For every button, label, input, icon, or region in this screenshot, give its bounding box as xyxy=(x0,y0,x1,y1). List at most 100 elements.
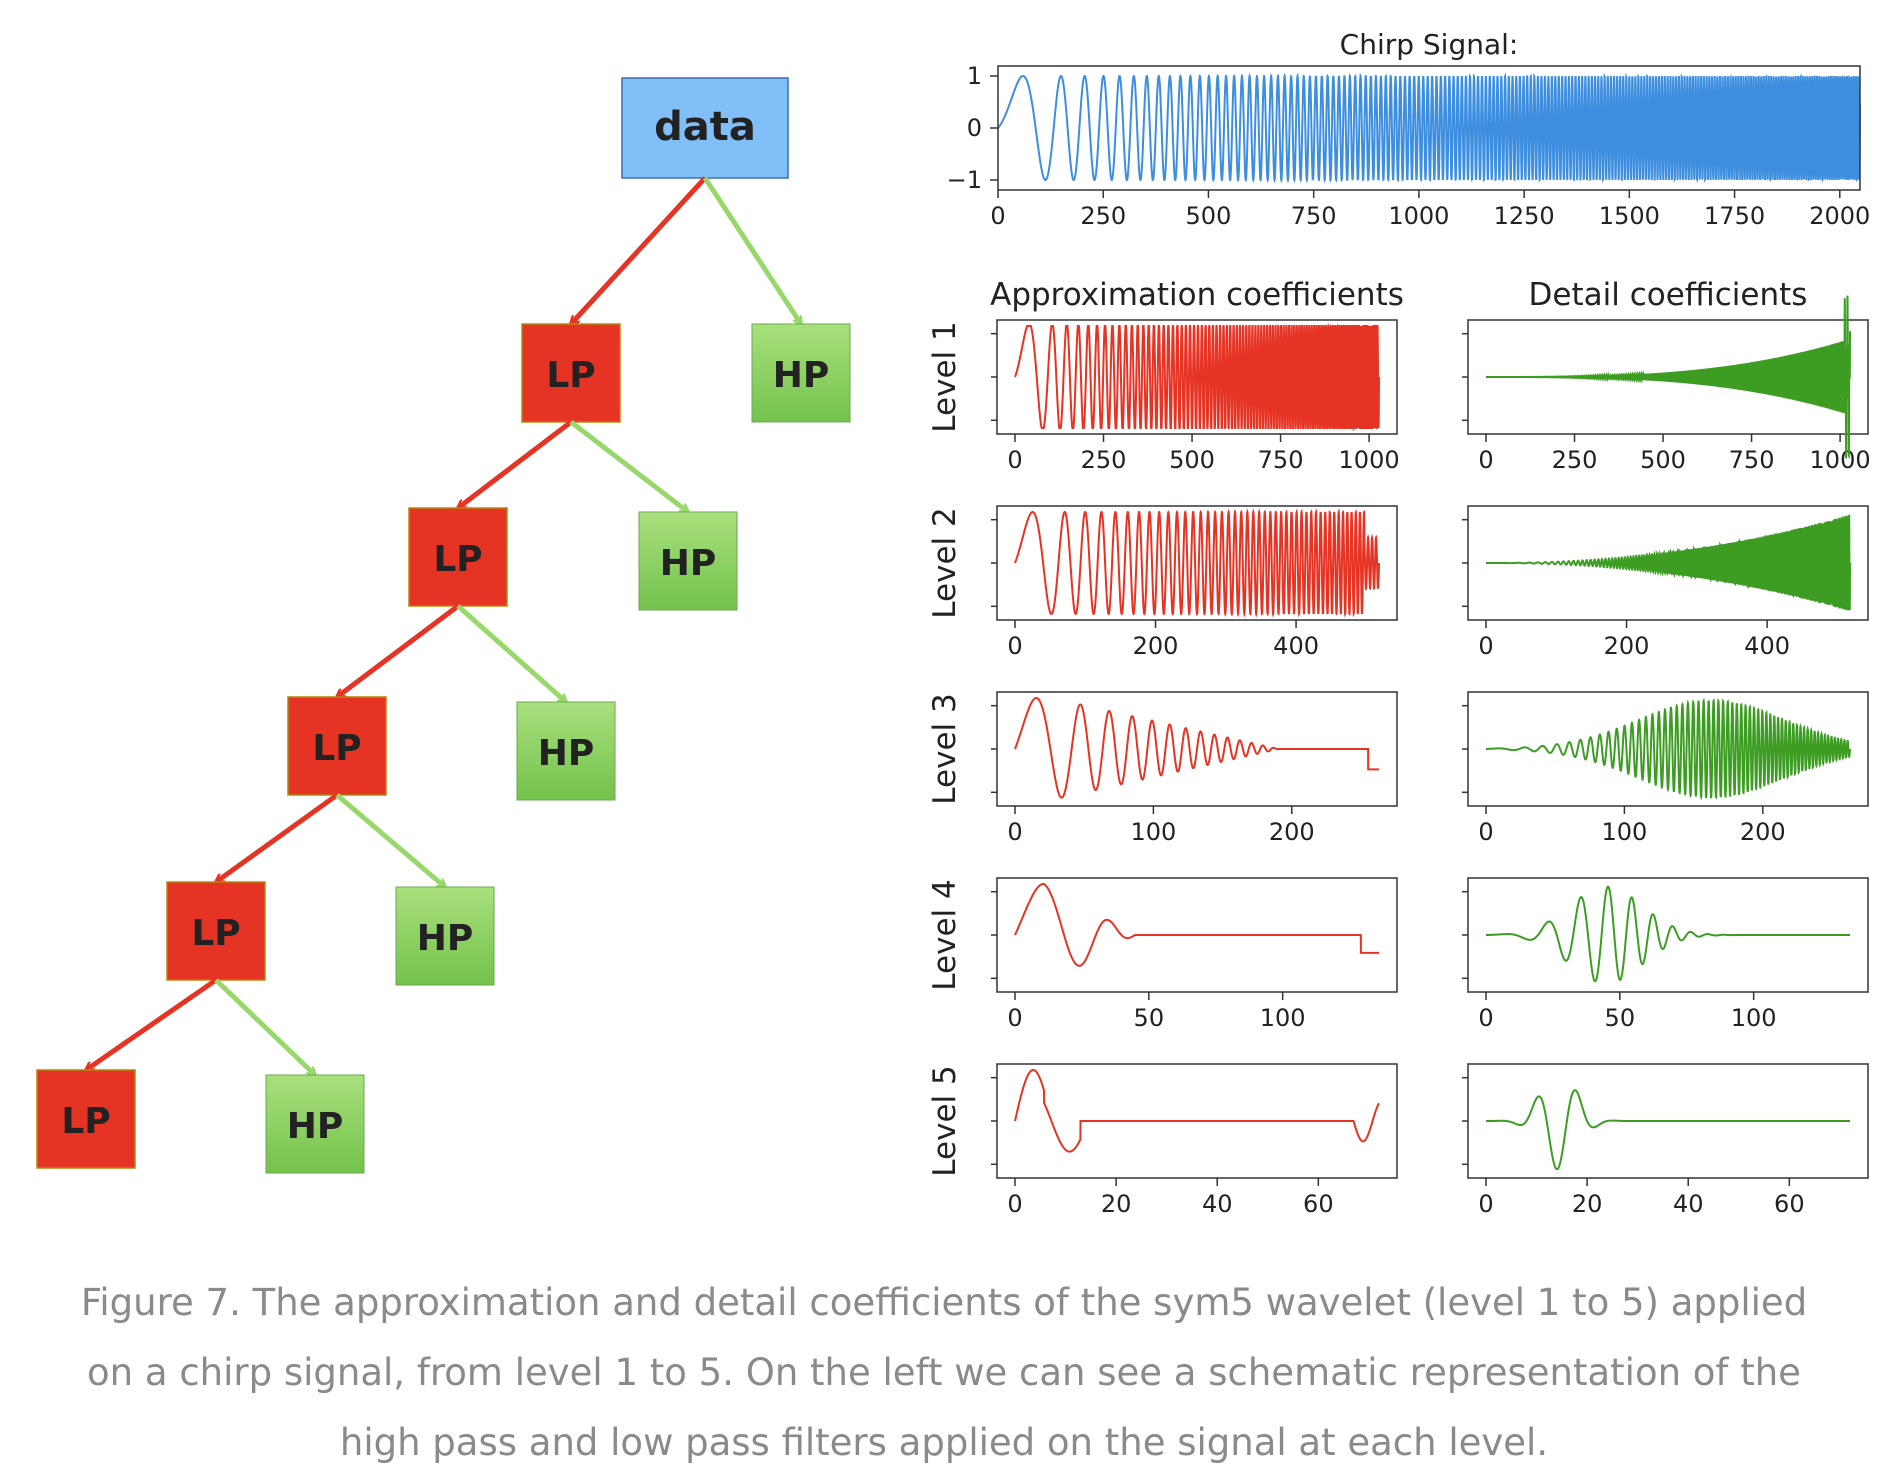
figure-caption: Figure 7. The approximation and detail c… xyxy=(80,1281,1808,1464)
detail-level-xtick-label: 40 xyxy=(1673,1190,1704,1218)
chirp-ytick-label: 0 xyxy=(967,114,982,142)
chirp-xtick-label: 1000 xyxy=(1388,202,1449,230)
lp-arrow xyxy=(86,977,218,1073)
hp-node xyxy=(395,886,495,986)
approx-level-xtick-label: 0 xyxy=(1007,632,1022,660)
hp-node-label: HP xyxy=(417,918,474,959)
detail-series-line xyxy=(1486,295,1851,460)
detail-level-xtick-label: 400 xyxy=(1744,632,1790,660)
detail-level-xtick-label: 100 xyxy=(1601,818,1647,846)
hp-node xyxy=(751,323,851,423)
lp-node-label: LP xyxy=(312,728,361,769)
lp-node xyxy=(166,881,266,981)
detail-level-xtick-label: 100 xyxy=(1731,1004,1777,1032)
detail-series-line xyxy=(1486,514,1851,611)
detail-level-xtick-label: 0 xyxy=(1478,1190,1493,1218)
chirp-xtick-label: 1500 xyxy=(1599,202,1660,230)
chirp-xtick-label: 750 xyxy=(1291,202,1337,230)
hp-node xyxy=(638,511,738,611)
detail-level-xtick-label: 0 xyxy=(1478,1004,1493,1032)
approx-level-xtick-label: 250 xyxy=(1081,446,1127,474)
detail-level-xtick-label: 1000 xyxy=(1810,446,1871,474)
chirp-xtick-label: 250 xyxy=(1080,202,1126,230)
filter-tree-diagram: data LP HP LP HP LP HP LP HP LP HP xyxy=(36,77,851,1174)
approx-level-xtick-label: 200 xyxy=(1269,818,1315,846)
approx-level-xtick-label: 500 xyxy=(1169,446,1215,474)
detail-column-title: Detail coefficients xyxy=(1529,277,1808,313)
hp-node-label: HP xyxy=(287,1106,344,1147)
chirp-title: Chirp Signal: xyxy=(1340,28,1519,61)
approx-series-line xyxy=(1014,508,1380,618)
detail-level-xtick-label: 0 xyxy=(1478,446,1493,474)
chirp-signal-plot: Chirp Signal: 0 250 500 750 1000 1250 1500 1750 2… xyxy=(947,28,1871,230)
hp-arrow xyxy=(214,978,315,1075)
chirp-xtick-label: 500 xyxy=(1186,202,1232,230)
detail-level-xtick-label: 200 xyxy=(1604,632,1650,660)
lp-node xyxy=(36,1069,136,1169)
lp-node-label: LP xyxy=(61,1101,110,1142)
detail-series-line xyxy=(1486,1089,1850,1171)
level-label: Level 3 xyxy=(927,693,963,804)
hp-node-label: HP xyxy=(538,733,595,774)
hp-node-label: HP xyxy=(773,355,830,396)
detail-level-xtick-label: 200 xyxy=(1740,818,1786,846)
hp-node xyxy=(265,1074,365,1174)
approx-level-xtick-label: 100 xyxy=(1260,1004,1306,1032)
chirp-xtick-label: 1750 xyxy=(1704,202,1765,230)
detail-level-xtick-label: 750 xyxy=(1729,446,1775,474)
approx-series-line xyxy=(1014,1069,1380,1153)
detail-level-xtick-label: 50 xyxy=(1605,1004,1636,1032)
approx-level-xtick-label: 400 xyxy=(1273,632,1319,660)
detail-level-xtick-label: 500 xyxy=(1640,446,1686,474)
lp-node xyxy=(521,323,621,423)
lp-arrow xyxy=(216,792,339,885)
approx-level-xtick-label: 60 xyxy=(1303,1190,1334,1218)
approx-level-xtick-label: 0 xyxy=(1007,818,1022,846)
approx-level-xtick-label: 200 xyxy=(1133,632,1179,660)
detail-level-xtick-label: 20 xyxy=(1572,1190,1603,1218)
data-node-label: data xyxy=(654,104,756,150)
coefficient-plots: Approximation coefficients Detail coeffic… xyxy=(927,277,1871,1218)
chirp-xtick-label: 2000 xyxy=(1809,202,1870,230)
detail-level-xtick-label: 0 xyxy=(1478,818,1493,846)
lp-node xyxy=(287,696,387,796)
detail-level-xtick-label: 0 xyxy=(1478,632,1493,660)
approx-level-xtick-label: 0 xyxy=(1007,1004,1022,1032)
approx-column-title: Approximation coefficients xyxy=(990,277,1404,313)
approx-level-xtick-label: 20 xyxy=(1101,1190,1132,1218)
approx-level-xtick-label: 40 xyxy=(1202,1190,1233,1218)
hp-arrow xyxy=(335,793,445,887)
detail-series-line xyxy=(1486,885,1850,983)
data-node xyxy=(621,77,789,179)
approx-level-xtick-label: 100 xyxy=(1130,818,1176,846)
approx-level-xtick-label: 750 xyxy=(1258,446,1304,474)
hp-arrow xyxy=(456,604,566,702)
lp-node-label: LP xyxy=(191,913,240,954)
approx-level-xtick-label: 0 xyxy=(1007,1190,1022,1218)
lp-node-label: LP xyxy=(433,539,482,580)
level-label: Level 4 xyxy=(927,879,963,990)
hp-node-label: HP xyxy=(660,543,717,584)
detail-series-line xyxy=(1486,697,1851,801)
lp-node-label: LP xyxy=(546,355,595,396)
level-label: Level 2 xyxy=(927,507,963,618)
approx-level-xtick-label: 1000 xyxy=(1339,446,1400,474)
approx-level-xtick-label: 0 xyxy=(1007,446,1022,474)
chirp-xtick-label: 0 xyxy=(990,202,1005,230)
lp-arrow xyxy=(458,420,573,508)
chirp-ytick-label: −1 xyxy=(947,166,982,194)
detail-level-xtick-label: 60 xyxy=(1774,1190,1805,1218)
approx-series-line xyxy=(1014,323,1380,432)
approx-series-line xyxy=(1014,697,1379,799)
lp-node xyxy=(408,507,508,607)
approx-series-line xyxy=(1014,883,1379,967)
level-label: Level 1 xyxy=(927,321,963,432)
lp-arrow xyxy=(337,604,460,697)
level-label: Level 5 xyxy=(927,1065,963,1176)
hp-arrow xyxy=(569,420,688,512)
chirp-xtick-label: 1250 xyxy=(1494,202,1555,230)
detail-level-xtick-label: 250 xyxy=(1552,446,1598,474)
hp-node xyxy=(516,701,616,801)
hp-arrow xyxy=(702,176,804,324)
